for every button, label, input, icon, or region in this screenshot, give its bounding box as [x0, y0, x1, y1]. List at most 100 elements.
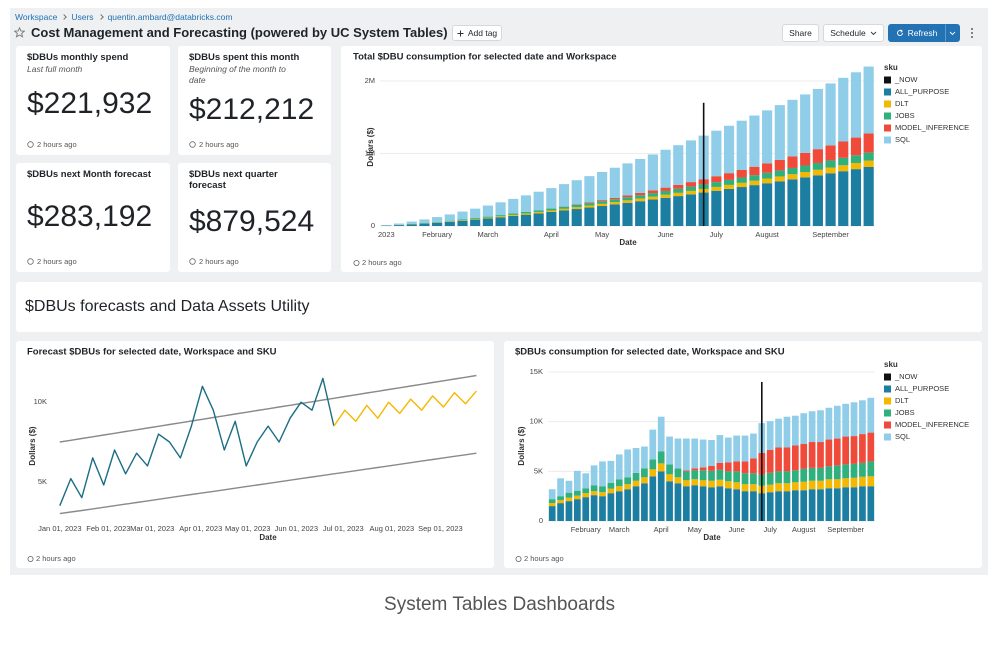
- bar-segment: [699, 486, 707, 521]
- bar-segment: [597, 203, 608, 207]
- bar-segment: [787, 156, 798, 168]
- clock-icon: [189, 258, 196, 265]
- bar-segment: [766, 484, 774, 493]
- bar-segment: [711, 190, 722, 226]
- bar-segment: [724, 488, 732, 521]
- bar-segment: [817, 489, 824, 521]
- clock-icon: [515, 555, 522, 562]
- updated-info: 2 hours ago: [27, 140, 77, 149]
- bar-segment: [599, 486, 606, 493]
- counter-title: $DBUs monthly spend: [27, 52, 129, 63]
- bar-segment: [762, 183, 773, 226]
- bar-segment: [800, 165, 811, 173]
- bar-segment: [833, 479, 841, 489]
- bar-segment: [548, 489, 556, 500]
- bar-segment: [741, 473, 749, 485]
- breadcrumb-link[interactable]: Users: [71, 12, 94, 22]
- legend-swatch: [884, 100, 891, 108]
- bar-segment: [783, 491, 791, 521]
- bar-segment: [787, 179, 798, 226]
- bar-segment: [393, 225, 405, 226]
- line-series: [59, 374, 477, 443]
- bar-segment: [736, 182, 747, 188]
- bar-segment: [673, 145, 684, 185]
- bar-segment: [632, 472, 640, 481]
- bar-segment: [682, 480, 690, 487]
- y-tick-label: 2M: [365, 76, 375, 85]
- bar-segment: [825, 466, 833, 480]
- bar-segment: [736, 120, 747, 170]
- button-label: Add tag: [467, 28, 498, 38]
- bar-segment: [800, 468, 808, 482]
- breadcrumb-link[interactable]: Workspace: [15, 12, 58, 22]
- more-menu[interactable]: [969, 27, 975, 39]
- bar-segment: [590, 491, 598, 496]
- bar-segment: [582, 493, 590, 498]
- x-tick-label: June: [729, 525, 745, 534]
- bar-segment: [812, 169, 823, 176]
- bar-segment: [470, 218, 481, 220]
- bar-segment: [482, 218, 493, 226]
- bar-segment: [607, 482, 615, 489]
- bar-segment: [558, 208, 570, 211]
- schedule-button[interactable]: Schedule: [823, 24, 884, 42]
- bar-segment: [573, 495, 581, 500]
- bar-segment: [825, 173, 836, 226]
- legend-label: JOBS: [895, 111, 915, 120]
- bar-segment: [657, 451, 665, 464]
- bar-segment: [495, 217, 506, 226]
- bar-segment: [470, 208, 481, 219]
- bar-segment: [565, 480, 573, 493]
- bar-segment: [741, 484, 749, 492]
- bar-segment: [444, 220, 455, 222]
- bar-segment: [632, 486, 640, 521]
- bar-segment: [393, 223, 405, 225]
- chart: Forecast $DBUs for selected date, Worksp…: [27, 347, 477, 563]
- bar-segment: [635, 201, 646, 226]
- bar-segment: [791, 445, 799, 471]
- bar-segment: [641, 446, 648, 469]
- x-tick-label: February: [422, 230, 452, 239]
- bar-segment: [649, 476, 657, 521]
- bar-segment: [584, 207, 595, 226]
- add-tag-button[interactable]: Add tag: [452, 25, 502, 41]
- bar-segment: [470, 218, 481, 219]
- bar-segment: [457, 220, 468, 221]
- bar-segment: [624, 484, 632, 490]
- bar-segment: [800, 94, 811, 153]
- bar-segment: [711, 176, 722, 183]
- bar-segment: [419, 223, 430, 226]
- bar-segment: [457, 220, 468, 226]
- clock-icon: [353, 259, 360, 266]
- bar-segment: [597, 200, 608, 202]
- legend-swatch: [884, 385, 891, 393]
- bar-segment: [624, 449, 632, 478]
- bar-segment: [783, 471, 791, 484]
- counter-card: $DBUs next Month forecast $283,192 2 hou…: [16, 163, 170, 272]
- chart-title: Forecast $DBUs for selected date, Worksp…: [27, 347, 277, 358]
- share-button[interactable]: Share: [782, 24, 819, 42]
- legend-swatch: [884, 136, 891, 144]
- bar-segment: [833, 465, 841, 480]
- bar-segment: [558, 206, 570, 209]
- bar-segment: [723, 125, 735, 174]
- refresh-options-button[interactable]: [945, 24, 960, 42]
- bar-segment: [800, 177, 811, 226]
- refresh-button[interactable]: Refresh: [888, 24, 945, 42]
- favorite-star[interactable]: [14, 27, 25, 38]
- bar-segment: [635, 195, 646, 199]
- bar-segment: [565, 501, 573, 521]
- bar-segment: [546, 208, 557, 211]
- bar-segment: [691, 479, 699, 486]
- bar-segment: [647, 190, 658, 194]
- chevron-icon: [870, 31, 877, 35]
- bar-segment: [470, 219, 481, 226]
- bar-segment: [533, 213, 544, 226]
- bar-segment: [482, 217, 493, 219]
- section-title: $DBUs forecasts and Data Assets Utility: [25, 298, 310, 315]
- legend-swatch: [884, 421, 891, 429]
- chart: Total $DBU consumption for selected date…: [353, 52, 969, 267]
- bar-segment: [762, 163, 773, 173]
- bar-segment: [867, 432, 875, 462]
- breadcrumb-link[interactable]: quentin.ambard@databricks.com: [107, 12, 233, 22]
